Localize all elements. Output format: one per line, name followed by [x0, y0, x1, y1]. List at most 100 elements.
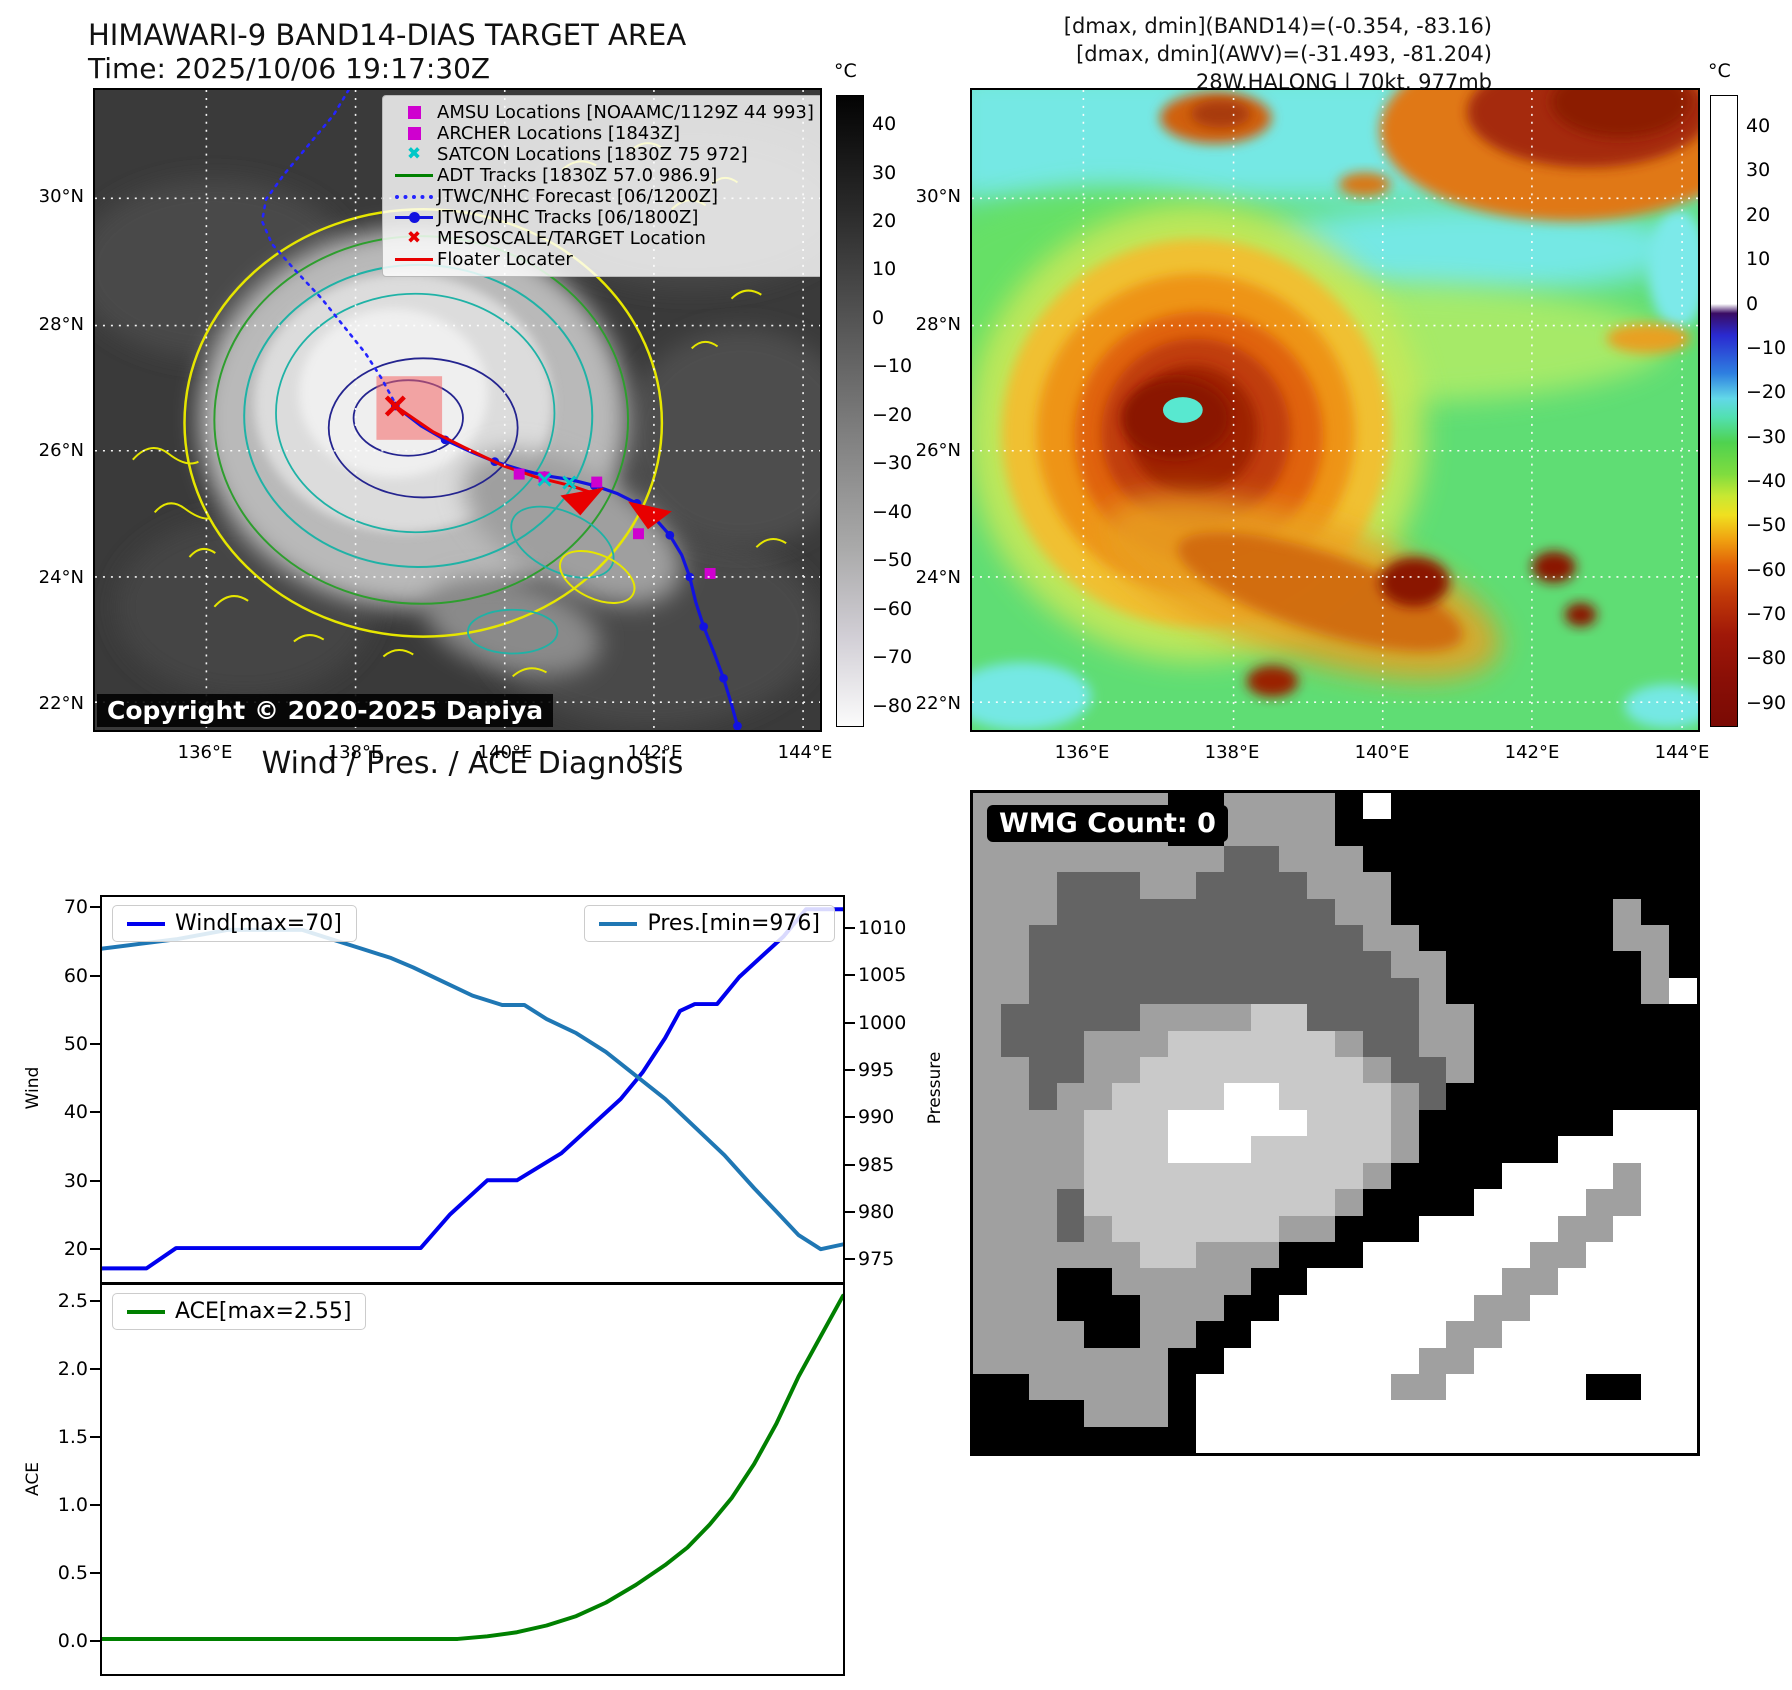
wmg-cell [1195, 1241, 1224, 1269]
wmg-cell [1446, 1215, 1475, 1242]
wmg-cell [1223, 1294, 1252, 1322]
awv-lon-tick: 144°E [1654, 742, 1710, 763]
ace-tick-mark [90, 1571, 100, 1574]
wmg-cell [1390, 1347, 1419, 1374]
wmg-cell [1557, 1189, 1586, 1216]
wmg-cell [1000, 872, 1029, 899]
wmg-cell [1167, 872, 1196, 899]
wmg-cell [1362, 845, 1391, 873]
wmg-cell [1000, 1373, 1029, 1401]
wmg-cell [1641, 872, 1670, 899]
wind-tick-label: 60 [63, 964, 88, 987]
wmg-cell [1474, 977, 1503, 1005]
wmg-cell [1669, 1321, 1697, 1348]
wmg-cell [1641, 1004, 1670, 1031]
wmg-cell [1502, 1373, 1530, 1401]
wmg-cell [1307, 845, 1335, 873]
wmg-cell [1557, 845, 1586, 873]
wmg-cell [1502, 1136, 1530, 1163]
wmg-cell [1474, 1083, 1503, 1110]
wmg-cell [1167, 1083, 1196, 1110]
wmg-cell [1112, 1136, 1141, 1163]
wmg-cell [1529, 1426, 1558, 1453]
wmg-cell [1028, 1004, 1057, 1031]
wmg-cell [1446, 1004, 1475, 1031]
wmg-cell [1084, 1373, 1113, 1401]
band14-colorbar-tick: 20 [872, 210, 897, 232]
wmg-cell [1028, 898, 1057, 926]
wmg-cell [1362, 1057, 1391, 1084]
wmg-cell [1390, 1294, 1419, 1322]
wmg-cell [1251, 1241, 1280, 1269]
wmg-cell [1446, 872, 1475, 899]
wmg-cell [1195, 1189, 1224, 1216]
pressure-axis-title: Pressure [925, 1051, 945, 1125]
wmg-cell [1557, 1083, 1586, 1110]
wmg-cell [1613, 1004, 1642, 1031]
wmg-cell [1418, 1057, 1447, 1084]
wmg-cell [1641, 1215, 1670, 1242]
wmg-cell [1307, 1294, 1335, 1322]
wmg-cell [1362, 1004, 1391, 1031]
wmg-cell [1084, 1109, 1113, 1137]
wmg-cell [1307, 872, 1335, 899]
wmg-cell [1056, 1321, 1085, 1348]
wmg-cell [1056, 1347, 1085, 1374]
wmg-cell [973, 1347, 1001, 1374]
wmg-cell [1362, 977, 1391, 1005]
wmg-cell [1529, 925, 1558, 952]
wmg-cell [1502, 1400, 1530, 1427]
wmg-cell [1223, 898, 1252, 926]
wmg-cell [1195, 1136, 1224, 1163]
wmg-cell [1529, 819, 1558, 846]
wmg-cell [1474, 951, 1503, 978]
wmg-cell [1167, 1268, 1196, 1295]
wmg-cell [1307, 1189, 1335, 1216]
wmg-cell [1140, 1083, 1168, 1110]
wmg-cell [1669, 1241, 1697, 1269]
wmg-cell [1223, 951, 1252, 978]
wmg-cell [1669, 951, 1697, 978]
wmg-cell [1418, 1136, 1447, 1163]
wmg-cell [1334, 1109, 1363, 1137]
wmg-cell [1167, 1162, 1196, 1190]
wmg-cell [1195, 925, 1224, 952]
wmg-cell [973, 1162, 1001, 1190]
band14-colorbar-tick: −10 [872, 355, 913, 378]
wmg-cell [1084, 1136, 1113, 1163]
wmg-cell [1585, 1400, 1614, 1427]
wmg-cell [1613, 925, 1642, 952]
wmg-cell [1557, 1373, 1586, 1401]
wmg-cell [1390, 898, 1419, 926]
wmg-cell [1140, 1373, 1168, 1401]
wmg-cell [1307, 1004, 1335, 1031]
wmg-cell [973, 925, 1001, 952]
wmg-cell [1557, 1321, 1586, 1348]
wmg-cell [1195, 1426, 1224, 1453]
wmg-cell [1474, 1215, 1503, 1242]
wmg-cell [1641, 1162, 1670, 1190]
wmg-cell [1334, 1373, 1363, 1401]
band14-colorbar-tick: −20 [872, 403, 913, 426]
wmg-cell [1585, 1057, 1614, 1084]
wmg-cell [1307, 1241, 1335, 1269]
wmg-grid-row [973, 1426, 1697, 1453]
line-dot-blue-swatch [395, 212, 433, 223]
wmg-cell [1446, 793, 1475, 820]
wmg-cell [1195, 977, 1224, 1005]
wmg-cell [1474, 793, 1503, 820]
wmg-cell [1223, 1109, 1252, 1137]
wmg-cell [1585, 845, 1614, 873]
band14-colorbar-tick: 10 [872, 258, 897, 281]
wmg-cell [1140, 845, 1168, 873]
wmg-cell [1585, 1426, 1614, 1453]
wmg-cell [1641, 1321, 1670, 1348]
wmg-cell [1307, 925, 1335, 952]
wmg-cell [1446, 1400, 1475, 1427]
wmg-cell [1251, 1004, 1280, 1031]
wmg-cell [1641, 1426, 1670, 1453]
awv-colorbar-tick: −10 [1746, 336, 1787, 359]
wmg-cell [1390, 1004, 1419, 1031]
wmg-grid-row [973, 1268, 1697, 1295]
wmg-cell [1251, 925, 1280, 952]
